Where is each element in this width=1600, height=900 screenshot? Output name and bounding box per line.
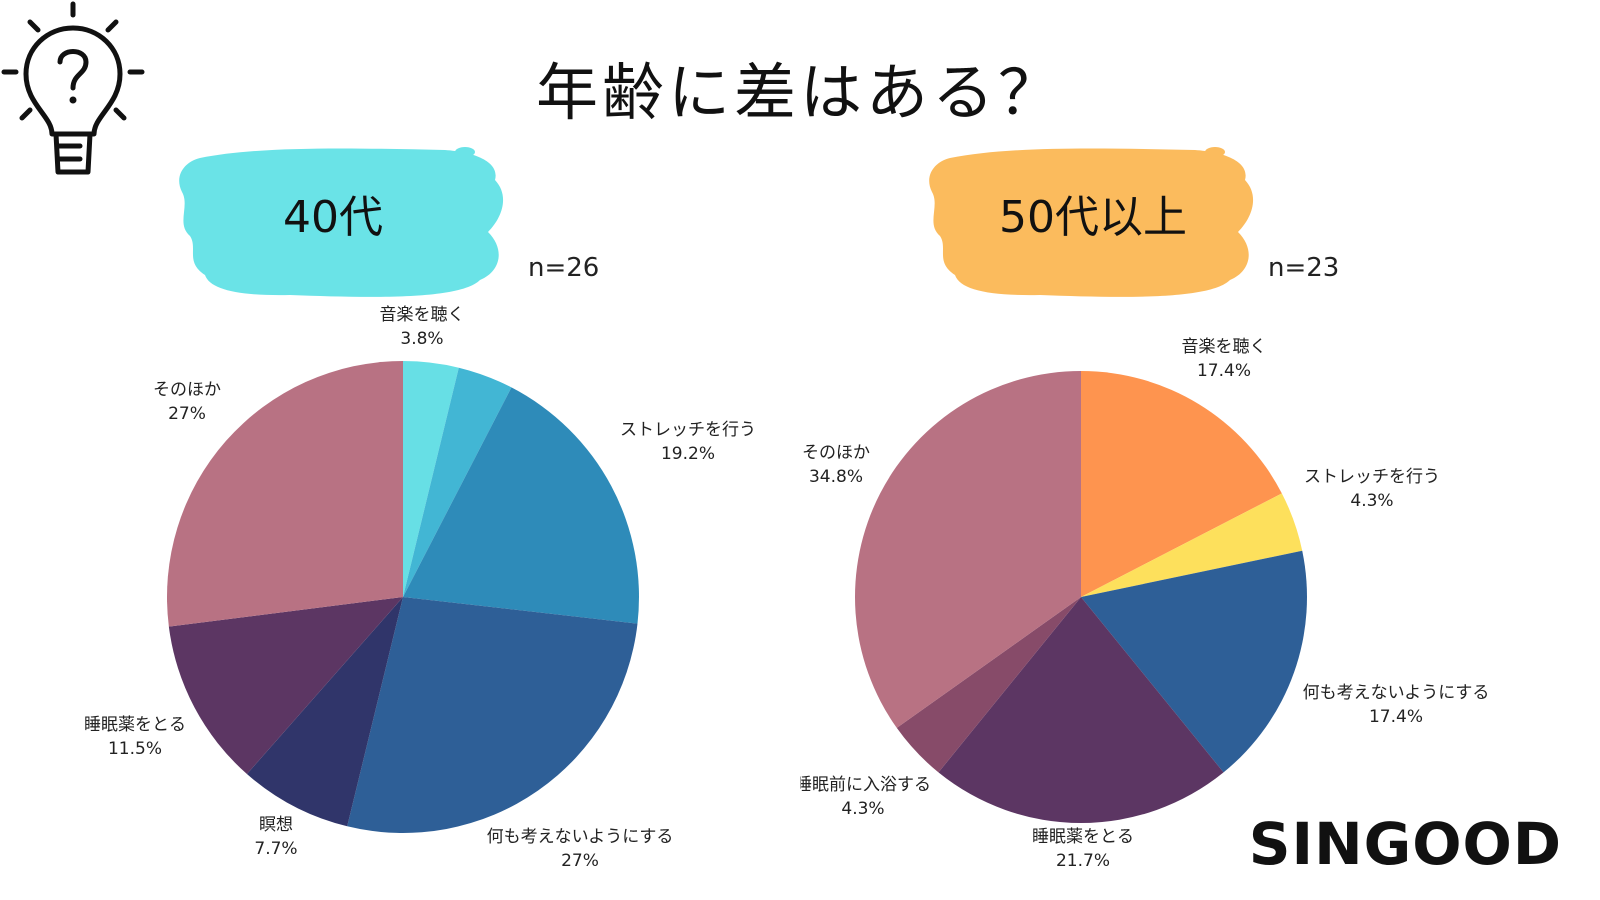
pie-title-40: 40代 xyxy=(283,192,383,243)
pie50-slice-4 xyxy=(896,597,1081,773)
pie50-value-label-3: 21.7% xyxy=(1056,851,1110,871)
pie40-slice-2 xyxy=(403,387,639,624)
sample-size-40: n=26 xyxy=(528,253,600,283)
brush-blob xyxy=(929,148,1254,297)
pie40-label-4: 瞑想 xyxy=(259,815,293,835)
pie50-slice-1 xyxy=(1081,493,1303,597)
pie40-value-label-2: 19.2% xyxy=(661,444,715,464)
pie40-value-label-4: 7.7% xyxy=(254,839,297,859)
pie50-slice-3 xyxy=(938,597,1224,824)
pie50-label-0: 音楽を聴く xyxy=(1182,337,1267,357)
pie40-label-5: 睡眠薬をとる xyxy=(84,715,186,735)
pie50-value-label-0: 17.4% xyxy=(1197,361,1251,381)
age-badge-40: 40代 xyxy=(179,147,504,297)
pie40-slice-0 xyxy=(403,361,459,597)
pie40-value-label-6: 27% xyxy=(168,404,206,424)
pie40-value-label-3: 27% xyxy=(561,851,599,871)
pie50-value-label-1: 4.3% xyxy=(1350,491,1393,511)
pie50-value-label-5: 34.8% xyxy=(809,467,863,487)
pie50-label-2: 何も考えないようにする xyxy=(1303,683,1490,703)
brush-blob xyxy=(179,148,504,297)
pie50-label-1: ストレッチを行う xyxy=(1304,467,1440,487)
pie40-slice-4 xyxy=(246,597,403,827)
pie50-label-5: そのほか xyxy=(802,443,870,463)
pie40-label-0: 音楽を聴く xyxy=(380,305,465,325)
sample-size-50: n=23 xyxy=(1268,253,1340,283)
pie50-value-label-2: 17.4% xyxy=(1369,707,1423,727)
pie-title-50: 50代以上 xyxy=(999,192,1187,243)
pie40-label-6: そのほか xyxy=(153,380,221,400)
age-badge-50: 50代以上 xyxy=(929,147,1254,297)
pie40-slice-5 xyxy=(168,597,403,775)
brand-logo: SINGOOD xyxy=(1248,810,1562,878)
pie40-slice-1 xyxy=(403,367,512,597)
pie50-label-4: 睡眠前に入浴する xyxy=(800,775,931,795)
pie40-value-label-0: 3.8% xyxy=(400,329,443,349)
pie40-slice-6 xyxy=(166,361,403,627)
pie50-slice-0 xyxy=(1081,371,1282,597)
pie50-slice-2 xyxy=(1081,550,1307,773)
pie40-label-2: ストレッチを行う xyxy=(620,420,756,440)
pie40-slice-3 xyxy=(347,597,638,834)
page-title: 年齢に差はある？ xyxy=(535,56,1064,129)
pie40-label-3: 何も考えないようにする xyxy=(487,827,674,847)
lightbulb-question-icon xyxy=(1,1,145,175)
pie50-slice-5 xyxy=(855,371,1081,728)
pie50-value-label-4: 4.3% xyxy=(841,799,884,819)
pie-chart-40: 音楽を聴く 3.8% ストレッチを行う 19.2% 何も考えないようにする 27% 瞑想 7.… xyxy=(84,305,756,871)
pie40-value-label-5: 11.5% xyxy=(108,739,162,759)
pie50-label-3: 睡眠薬をとる xyxy=(1032,827,1134,847)
pie-chart-50: 音楽を聴く 17.4% ストレッチを行う 4.3% 何も考えないようにする 17.4% 睡眠… xyxy=(800,337,1490,871)
